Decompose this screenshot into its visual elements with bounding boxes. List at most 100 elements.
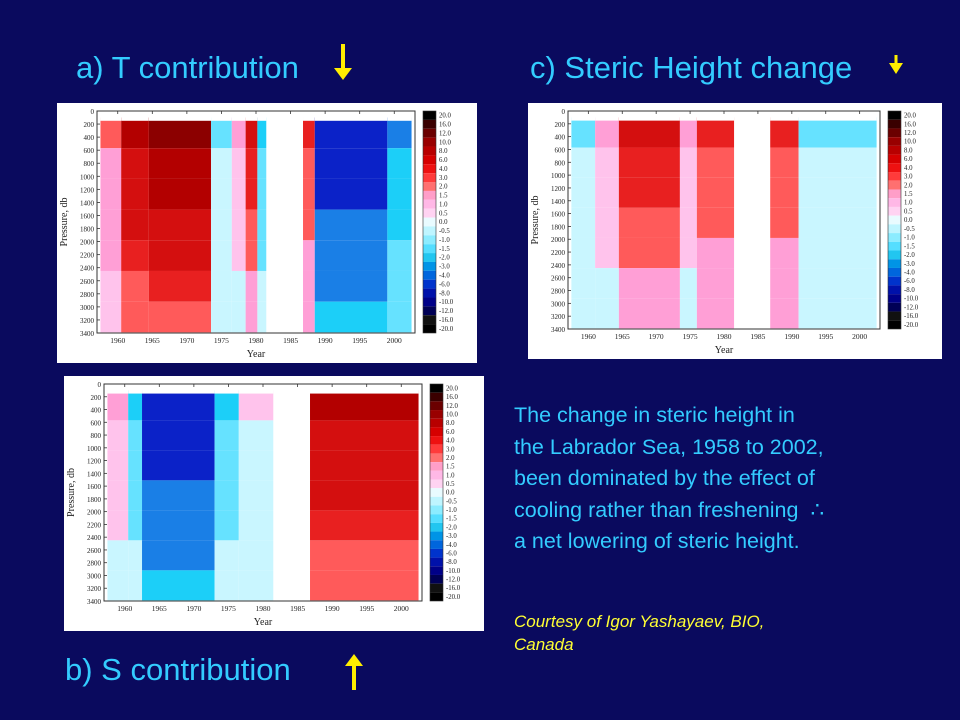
contour-band <box>310 420 419 451</box>
surface-band <box>100 111 122 121</box>
contour-band <box>257 148 267 179</box>
contour-band <box>618 147 680 178</box>
colorbar-cell <box>888 215 901 225</box>
contour-band <box>679 147 697 178</box>
contour-band <box>303 178 315 210</box>
colorbar-cell <box>423 315 436 325</box>
contour-band <box>142 390 215 421</box>
contour-band <box>238 480 274 511</box>
y-tick-label: 3000 <box>87 572 102 580</box>
contour-band <box>618 207 680 238</box>
colorbar-label: 1.5 <box>439 193 448 200</box>
colorbar-label: 3.0 <box>904 174 913 181</box>
contour-band <box>245 301 258 333</box>
contour-band <box>770 268 799 299</box>
contour-band <box>121 240 149 271</box>
surface-band <box>696 111 735 121</box>
credit-line-2: Canada <box>514 635 574 654</box>
contour-band <box>798 177 877 208</box>
contour-band <box>770 177 799 208</box>
colorbar-cell <box>888 180 901 190</box>
colorbar-cell <box>430 548 443 558</box>
contour-band <box>142 420 215 451</box>
colorbar-label: -3.0 <box>446 533 457 540</box>
colorbar-cell <box>423 190 436 200</box>
colorbar-label: 4.0 <box>904 165 913 172</box>
colorbar-cell <box>430 462 443 471</box>
contour-band <box>211 301 232 333</box>
contour-band <box>679 207 697 238</box>
colorbar-label: 20.0 <box>904 113 916 120</box>
y-axis-label: Pressure, db <box>530 196 541 245</box>
colorbar-cell <box>423 208 436 218</box>
y-tick-label: 2000 <box>87 509 102 517</box>
contour-band <box>142 570 215 601</box>
caption-text: The change in steric height in the Labra… <box>514 400 944 558</box>
x-tick-label: 1975 <box>683 332 698 341</box>
contour-band <box>231 209 246 241</box>
contour-band <box>128 480 143 511</box>
x-tick-label: 1965 <box>615 332 630 341</box>
colorbar-label: -6.0 <box>439 281 450 288</box>
y-tick-label: 1200 <box>551 185 566 193</box>
colorbar-cell <box>423 111 436 120</box>
x-tick-label: 1990 <box>325 604 340 613</box>
colorbar-cell <box>423 288 436 298</box>
contour-band <box>211 178 232 210</box>
colorbar-label: -0.5 <box>446 498 457 505</box>
y-tick-label: 600 <box>91 419 102 427</box>
y-tick-label: 600 <box>555 146 566 154</box>
colorbar-cell <box>430 531 443 541</box>
y-tick-label: 800 <box>84 160 95 168</box>
y-tick-label: 1600 <box>87 483 102 491</box>
y-tick-label: 0 <box>562 108 566 116</box>
y-tick-label: 0 <box>98 381 102 389</box>
contour-band <box>310 570 419 601</box>
colorbar-label: -20.0 <box>439 326 454 333</box>
colorbar-cell <box>888 137 901 146</box>
contour-band <box>571 117 596 148</box>
colorbar-label: 0.5 <box>446 481 455 488</box>
colorbar-cell <box>888 267 901 277</box>
colorbar-cell <box>888 145 901 155</box>
colorbar-label: 8.0 <box>439 148 448 155</box>
contour-band <box>679 117 697 148</box>
contour-band <box>571 268 596 299</box>
colorbar-label: 16.0 <box>446 394 458 401</box>
y-tick-label: 1800 <box>87 496 102 504</box>
contour-band <box>798 298 877 329</box>
surface-band <box>121 111 149 121</box>
colorbar-label: -1.5 <box>446 516 457 523</box>
y-tick-label: 3400 <box>87 598 102 606</box>
contour-band <box>257 209 267 241</box>
contour-band <box>595 237 619 269</box>
colorbar-cell <box>430 592 443 601</box>
colorbar-label: 0.0 <box>904 217 913 224</box>
x-axis-label: Year <box>254 617 273 628</box>
contour-band <box>387 117 412 149</box>
colorbar-label: -10.0 <box>904 296 919 303</box>
contour-band <box>238 390 274 421</box>
contour-band <box>148 270 212 302</box>
colorbar-cell <box>423 137 436 147</box>
contour-band <box>100 178 122 210</box>
x-tick-label: 1970 <box>186 604 201 613</box>
contour-band <box>107 390 129 421</box>
contour-band <box>121 117 149 149</box>
y-tick-label: 1000 <box>551 172 566 180</box>
contour-band <box>214 570 239 601</box>
colorbar-label: 0.5 <box>904 208 913 215</box>
contour-band <box>107 420 129 451</box>
colorbar-label: 1.5 <box>904 191 913 198</box>
colorbar-label: -2.0 <box>446 524 457 531</box>
contour-band <box>245 117 258 149</box>
contour-band <box>618 237 680 269</box>
contour-band <box>314 301 388 333</box>
surface-band <box>303 111 315 121</box>
colorbar-label: 12.0 <box>904 130 916 137</box>
colorbar-cell <box>430 574 443 584</box>
y-tick-label: 800 <box>91 432 102 440</box>
colorbar-cell <box>888 276 901 286</box>
colorbar-cell <box>430 505 443 515</box>
colorbar-cell <box>430 540 443 549</box>
